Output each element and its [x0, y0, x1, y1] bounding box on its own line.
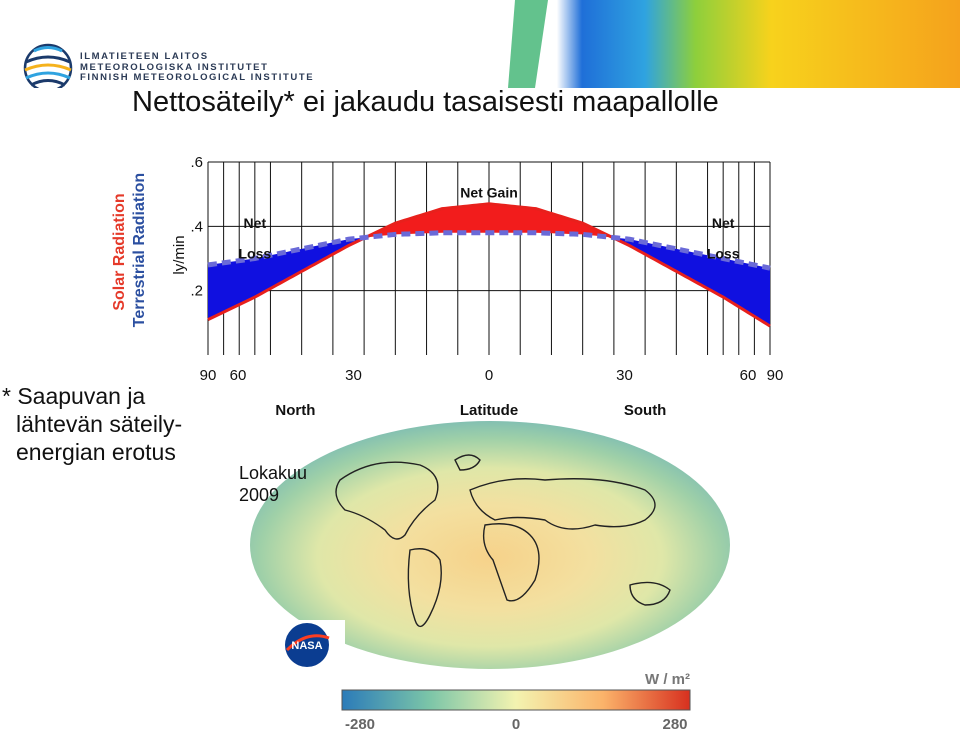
net-loss-area	[613, 237, 770, 327]
footnote-line: * Saapuvan ja	[2, 383, 146, 409]
chart-annotation: Net	[712, 215, 735, 231]
continent-outlines	[335, 454, 671, 628]
radiation-latitude-chart: Net Gain Net Loss Net Loss .2 .4 .6 ly/min Solar …	[111, 154, 784, 419]
x-tick-label: 90	[767, 367, 784, 384]
x-direction-label: South	[624, 402, 667, 419]
x-tick-label: 0	[485, 367, 493, 384]
colorbar-tick-min: -280	[345, 716, 375, 733]
solar-radiation-legend: Solar Radiation	[111, 193, 128, 310]
x-tick-label: 30	[616, 367, 633, 384]
footnote: * Saapuvan ja lähtevän säteily- energian…	[2, 382, 182, 466]
chart-annotation: Net	[244, 215, 267, 231]
net-gain-area	[367, 203, 611, 238]
fmi-logo-icon	[23, 43, 73, 88]
header-banner	[23, 0, 960, 88]
logo-line: ILMATIETEEN LAITOS	[80, 51, 209, 62]
x-direction-label: North	[275, 402, 315, 419]
terrestrial-radiation-legend: Terrestrial Radiation	[131, 173, 148, 327]
colorbar-unit: W / m²	[645, 671, 690, 688]
x-tick-label: 30	[345, 367, 362, 384]
x-tick-label: 90	[200, 367, 217, 384]
footnote-line: lähtevän säteily-	[16, 411, 183, 437]
colorbar-tick-max: 280	[662, 716, 687, 733]
fmi-logo-text: ILMATIETEEN LAITOS METEOROLOGISKA INSTIT…	[80, 51, 315, 84]
nasa-logo-icon	[285, 623, 329, 667]
map-globe	[250, 421, 730, 669]
banner-green-stripe	[508, 0, 548, 88]
logo-line: METEOROLOGISKA INSTITUTET	[80, 61, 269, 73]
chart-annotation: Net Gain	[460, 184, 518, 200]
banner-wave	[330, 0, 960, 88]
terrestrial-radiation-line	[207, 230, 771, 271]
y-tick-label: .2	[190, 283, 203, 300]
x-direction-label: Latitude	[460, 402, 518, 419]
chart-annotation: Loss	[238, 246, 271, 262]
y-axis-label: ly/min	[171, 235, 188, 274]
x-tick-label: 60	[230, 367, 247, 384]
net-radiation-map: NASA W / m² -280 0 280	[250, 421, 730, 733]
y-tick-label: .4	[190, 218, 203, 235]
nasa-logo-text: NASA	[291, 640, 322, 652]
logo-line: FINNISH METEOROLOGICAL INSTITUTE	[80, 72, 315, 83]
map-date: Lokakuu 2009	[239, 462, 307, 506]
x-tick-label: 60	[740, 367, 757, 384]
colorbar-tick-zero: 0	[512, 716, 520, 733]
map-month: Lokakuu	[239, 463, 308, 483]
y-tick-label: .6	[190, 154, 203, 171]
slide-title: Nettosäteily* ei jakaudu tasaisesti maap…	[132, 86, 719, 118]
chart-annotation: Loss	[707, 246, 740, 262]
solar-radiation-line	[207, 202, 771, 328]
footnote-line: energian erotus	[16, 439, 176, 465]
colorbar	[341, 689, 691, 711]
map-year: 2009	[239, 485, 280, 505]
